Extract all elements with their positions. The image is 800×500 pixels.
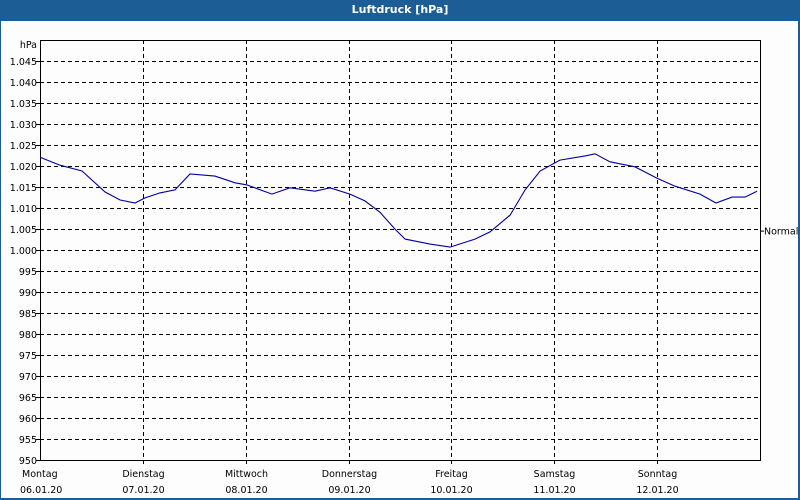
y-tick-label: 970 bbox=[19, 372, 37, 383]
x-date-label: 06.01.20 bbox=[20, 485, 62, 496]
x-day-label: Donnerstag bbox=[322, 469, 377, 480]
y-tick-label: 1.040 bbox=[10, 78, 37, 89]
x-date-label: 10.01.20 bbox=[430, 485, 472, 496]
y-tick-label: 1.005 bbox=[10, 225, 37, 236]
y-tick-label: 980 bbox=[19, 330, 37, 341]
y-axis-unit-label: hPa bbox=[20, 40, 37, 51]
y-tick-label: 950 bbox=[19, 456, 37, 467]
x-date-label: 12.01.20 bbox=[636, 485, 678, 496]
normal-label: Normal bbox=[764, 227, 798, 238]
y-tick-label: 1.045 bbox=[10, 57, 37, 68]
x-day-label: Samstag bbox=[534, 469, 576, 480]
x-date-label: 07.01.20 bbox=[122, 485, 164, 496]
x-date-label: 11.01.20 bbox=[533, 485, 575, 496]
y-tick-label: 1.010 bbox=[10, 204, 37, 215]
pressure-line bbox=[39, 153, 758, 248]
chart-title: Luftdruck [hPa] bbox=[0, 0, 800, 21]
x-date-label: 08.01.20 bbox=[225, 485, 267, 496]
y-tick-label: 1.025 bbox=[10, 141, 37, 152]
y-tick-label: 995 bbox=[19, 267, 37, 278]
y-tick-label: 965 bbox=[19, 393, 37, 404]
y-tick-label: 955 bbox=[19, 435, 37, 446]
y-tick-label: 1.035 bbox=[10, 99, 37, 110]
y-tick-label: 960 bbox=[19, 414, 37, 425]
x-day-label: Freitag bbox=[435, 469, 468, 480]
plot-frame bbox=[40, 40, 761, 461]
y-tick-label: 1.020 bbox=[10, 162, 37, 173]
y-tick-label: 990 bbox=[19, 288, 37, 299]
y-tick-label: 975 bbox=[19, 351, 37, 362]
x-date-label: 09.01.20 bbox=[328, 485, 370, 496]
x-day-label: Montag bbox=[22, 469, 58, 480]
x-day-label: Dienstag bbox=[122, 469, 164, 480]
y-tick-label: 1.030 bbox=[10, 120, 37, 131]
y-tick-label: 985 bbox=[19, 309, 37, 320]
y-tick-label: 1.000 bbox=[10, 246, 37, 257]
y-tick-label: 1.015 bbox=[10, 183, 37, 194]
x-day-label: Sonntag bbox=[638, 469, 677, 480]
x-day-label: Mittwoch bbox=[225, 469, 268, 480]
